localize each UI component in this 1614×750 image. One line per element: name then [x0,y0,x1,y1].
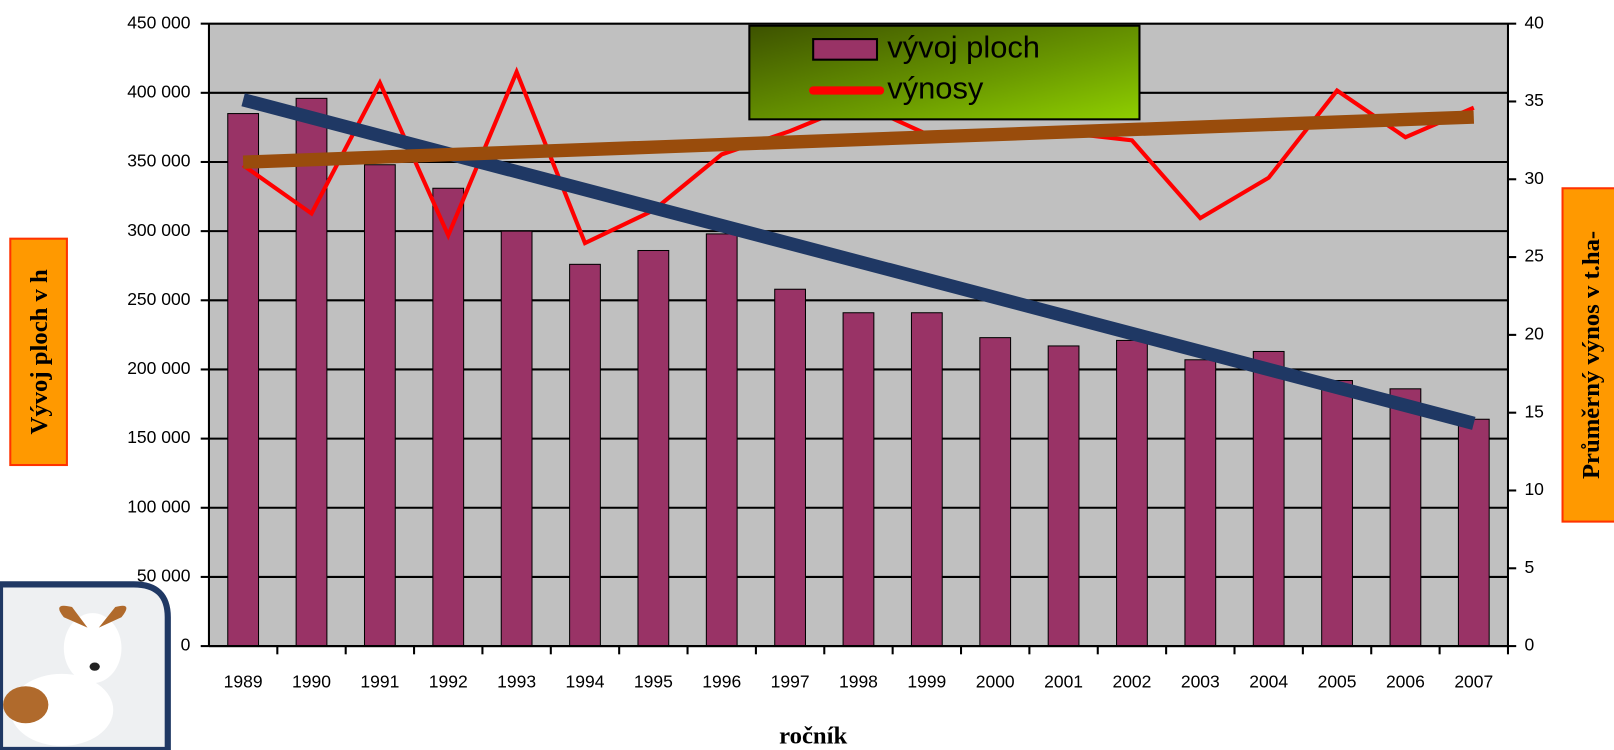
y2-tick-label: 15 [1524,401,1543,421]
y-tick-label: 150 000 [127,427,190,447]
dog-head [64,613,122,683]
y2-tick-label: 40 [1524,12,1544,32]
x-tick-label: 1993 [497,672,536,692]
bar [1322,381,1353,647]
y-axis-title: Vývoj ploch v h [26,269,53,435]
y-tick-label: 200 000 [127,358,190,378]
y-tick-label: 350 000 [127,151,190,171]
x-tick-label: 2004 [1249,672,1288,692]
y-tick-label: 100 000 [127,496,190,516]
y-title: Vývoj ploch v h [10,239,67,465]
x-tick-label: 1996 [702,672,741,692]
y2-tick-label: 30 [1524,168,1544,188]
y2-tick-label: 25 [1524,246,1543,266]
bar [843,313,874,646]
x-tick-label: 1992 [429,672,468,692]
x-tick-label: 2002 [1112,672,1151,692]
x-tick-label: 1991 [360,672,399,692]
x-tick-label: 2001 [1044,672,1083,692]
y2-tick-label: 35 [1524,90,1543,110]
x-tick-label: 2007 [1454,672,1493,692]
x-tick-label: 2006 [1386,672,1425,692]
bar [228,114,259,647]
y-tick-label: 400 000 [127,81,190,101]
bar [501,231,532,646]
x-tick-label: 1994 [566,672,605,692]
x-axis-title: ročník [779,722,847,749]
legend-label: vývoj ploch [887,30,1040,65]
x-tick-label: 2003 [1181,672,1220,692]
bar [706,234,737,646]
y2-tick-label: 10 [1524,479,1544,499]
x-tick-label: 1998 [839,672,878,692]
x-tick-label: 1990 [292,672,331,692]
bar [1458,419,1489,646]
x-tick-label: 1997 [771,672,810,692]
x-tick-label: 2000 [976,672,1015,692]
x-tick-label: 2005 [1318,672,1357,692]
y-tick-label: 300 000 [127,220,190,240]
bar [911,313,942,646]
y2-tick-label: 20 [1524,324,1544,344]
bar [1390,389,1421,646]
legend-label: výnosy [887,71,984,106]
bar [638,251,669,647]
page: {"chart_data":{"type":"bar-line", "x_lab… [0,0,1614,750]
bar [1048,346,1079,646]
dog-nose [90,663,100,671]
bar [1117,340,1148,646]
chart: 050 000100 000150 000200 000250 000300 0… [0,0,1614,750]
bar [570,264,601,646]
y2-axis-title: Průměrný výnos v t.ha- [1578,231,1605,479]
dog-patch [3,686,48,723]
y2-title: Průměrný výnos v t.ha- [1563,188,1614,521]
y-tick-label: 450 000 [127,12,190,32]
y2-tick-label: 0 [1524,635,1534,655]
bar [433,188,464,646]
x-tick-label: 1989 [224,672,263,692]
bar [980,338,1011,646]
y-tick-label: 250 000 [127,289,190,309]
legend-swatch [813,39,877,60]
x-tick-label: 1995 [634,672,673,692]
bar [1253,351,1284,646]
bar [296,98,327,646]
x-tick-label: 1999 [907,672,946,692]
y-tick-label: 0 [181,635,191,655]
bar [775,289,806,646]
dog-photo [0,584,168,750]
y2-tick-label: 5 [1524,557,1534,577]
bar [364,165,395,646]
bar [1185,360,1216,646]
